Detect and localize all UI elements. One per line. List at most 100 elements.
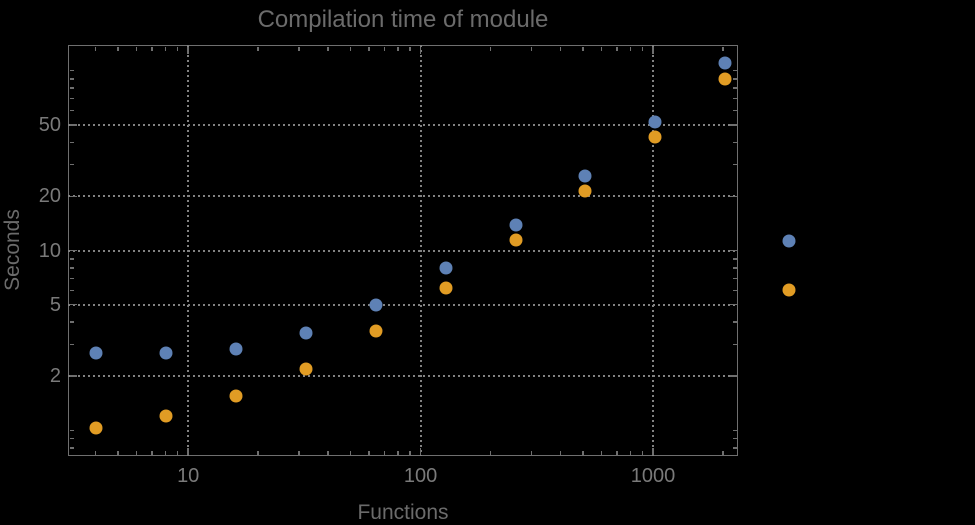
x-axis-tick-mirror: [176, 46, 179, 51]
x-axis-tick: [652, 447, 654, 455]
y-axis-tick: [69, 141, 74, 144]
data-point-series-blue-x128: [439, 261, 453, 275]
y-axis-tick: [69, 277, 74, 280]
y-axis-tick: [69, 375, 77, 377]
x-axis-tick: [327, 450, 329, 455]
y-axis-tick-mirror: [732, 429, 737, 432]
data-point-series-blue-x4: [89, 346, 103, 360]
y-axis-tick-mirror: [732, 87, 737, 89]
x-axis-tick-mirror: [151, 46, 153, 51]
gridline-vertical: [652, 45, 655, 456]
y-axis-tick-mirror: [732, 267, 737, 269]
x-axis-tick: [629, 450, 632, 455]
x-axis-tick: [257, 450, 259, 455]
data-point-series-blue-x16: [229, 342, 243, 356]
x-axis-tick: [349, 450, 352, 455]
x-axis-tick: [383, 450, 386, 455]
data-point-series-orange-x128: [439, 281, 453, 295]
x-axis-tick-mirror: [187, 46, 189, 54]
x-axis-tick-mirror: [383, 46, 386, 51]
data-point-series-blue-x512: [578, 169, 592, 183]
chart-title: Compilation time of module: [257, 6, 549, 33]
data-point-series-blue-x8: [159, 346, 173, 360]
data-point-series-orange-x32: [299, 362, 313, 376]
x-axis-tick: [616, 450, 618, 455]
y-axis-tick: [69, 258, 74, 260]
y-axis-tick: [69, 87, 74, 89]
y-tick-label-2: 2: [49, 365, 61, 388]
x-axis-tick-mirror: [94, 46, 97, 51]
x-tick-label-1000: 1000: [630, 465, 676, 487]
x-axis-tick: [94, 450, 97, 455]
x-axis-tick-mirror: [629, 46, 632, 51]
y-axis-tick-mirror: [732, 321, 737, 323]
x-axis-tick-mirror: [600, 46, 603, 51]
data-point-series-orange-x64: [369, 324, 383, 338]
x-axis-tick-mirror: [530, 46, 533, 51]
y-axis-tick: [69, 249, 77, 252]
y-tick-label-50: 50: [38, 113, 61, 136]
y-axis-tick-mirror: [732, 163, 737, 166]
x-axis-tick: [368, 450, 370, 455]
y-axis-tick-mirror: [729, 195, 737, 198]
y-axis-tick-mirror: [729, 303, 737, 306]
y-axis-tick-mirror: [732, 109, 737, 112]
y-axis-tick: [69, 195, 77, 198]
y-axis-tick-mirror: [732, 277, 737, 280]
x-axis-tick: [489, 450, 492, 455]
data-point-series-orange-x1024: [648, 130, 662, 144]
y-axis-tick: [69, 163, 74, 166]
y-axis-tick-mirror: [732, 289, 737, 292]
x-axis-tick-mirror: [298, 46, 300, 51]
y-tick-label-5: 5: [49, 293, 61, 316]
y-axis-tick: [69, 437, 74, 440]
y-axis-tick: [69, 267, 74, 269]
x-axis-tick: [641, 450, 644, 455]
y-axis-tick: [69, 69, 74, 72]
y-axis-tick: [69, 321, 74, 323]
x-axis-label: Functions: [357, 501, 449, 524]
gridline-horizontal: [68, 249, 738, 252]
data-point-series-orange-x2048: [718, 72, 732, 86]
x-tick-label-100: 100: [403, 465, 438, 487]
x-axis-tick-mirror: [559, 46, 562, 51]
gridline-horizontal: [68, 375, 738, 378]
y-axis-tick-mirror: [729, 375, 737, 377]
x-axis-tick: [176, 450, 179, 455]
y-axis-tick-mirror: [732, 97, 737, 100]
x-axis-tick-mirror: [419, 46, 422, 54]
data-point-series-blue-x64: [369, 298, 383, 312]
x-axis-tick: [397, 450, 399, 455]
y-axis-tick: [69, 289, 74, 292]
x-axis-tick: [298, 450, 300, 455]
x-tick-label-10: 10: [177, 465, 200, 487]
y-axis-tick: [69, 109, 74, 112]
y-axis-tick-mirror: [732, 141, 737, 144]
y-axis-tick-mirror: [732, 258, 737, 260]
y-axis-tick: [69, 78, 74, 80]
x-axis-tick-mirror: [117, 46, 119, 51]
data-point-series-orange-x8: [159, 409, 173, 423]
gridline-horizontal: [68, 195, 738, 198]
x-axis-tick: [582, 450, 584, 455]
y-axis-tick: [69, 124, 77, 126]
x-axis-tick: [722, 450, 724, 455]
x-axis-tick-mirror: [327, 46, 329, 51]
y-axis-tick-mirror: [732, 447, 737, 449]
x-axis-tick-mirror: [349, 46, 352, 51]
x-axis-tick: [117, 450, 119, 455]
x-axis-tick: [530, 450, 533, 455]
y-axis-tick-mirror: [732, 343, 737, 346]
x-axis-tick: [135, 450, 138, 455]
gridline-horizontal: [68, 123, 738, 126]
x-axis-tick-mirror: [641, 46, 644, 51]
x-axis-tick: [151, 450, 153, 455]
x-axis-tick-mirror: [257, 46, 259, 51]
data-point-series-blue-x256: [509, 218, 522, 232]
data-point-series-blue-x32: [299, 326, 313, 339]
y-axis-tick: [69, 343, 74, 346]
y-axis-tick: [69, 97, 74, 100]
y-tick-label-10: 10: [38, 239, 61, 262]
x-axis-tick-mirror: [164, 46, 167, 51]
